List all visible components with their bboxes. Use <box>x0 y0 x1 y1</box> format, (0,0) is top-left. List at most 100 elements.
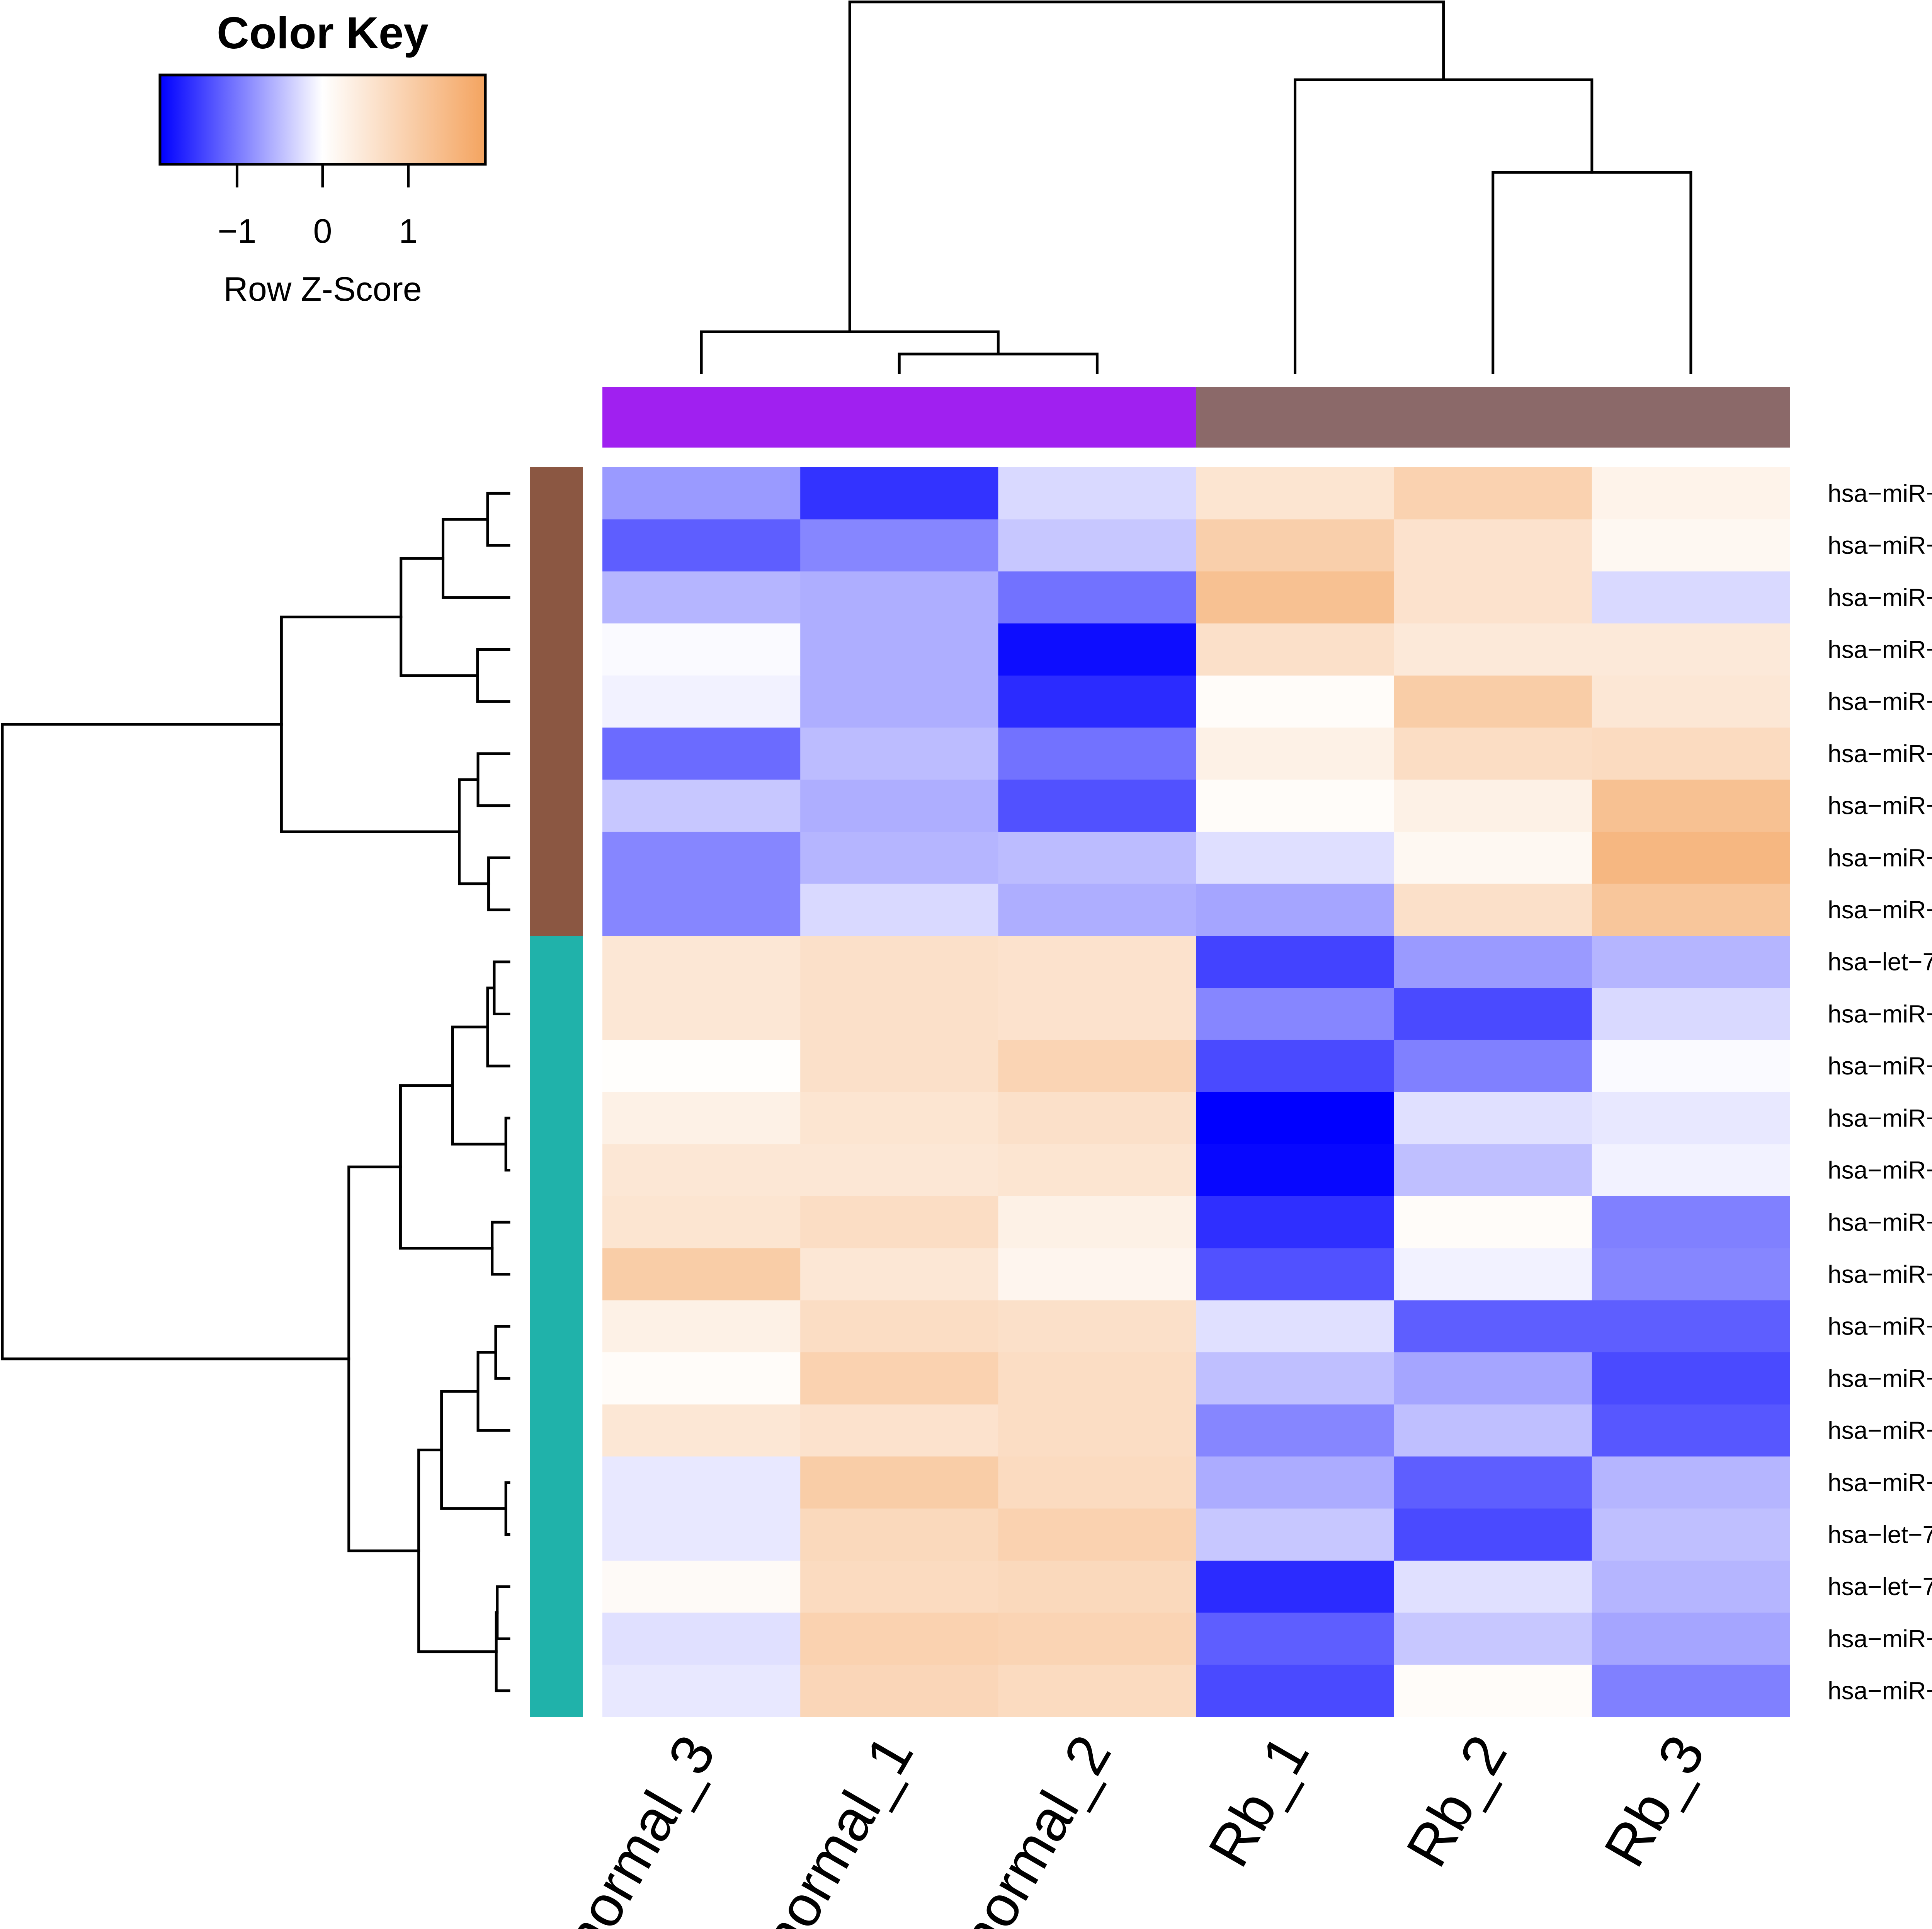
heatmap-cell <box>1196 1456 1395 1509</box>
heatmap-cell <box>602 571 801 624</box>
heatmap-cell <box>602 884 801 936</box>
heatmap-cell <box>800 1300 999 1353</box>
heatmap-cell <box>800 1352 999 1405</box>
row-label: hsa−miR−181a <box>1828 1417 1932 1444</box>
dendrogram-branch <box>347 1165 420 1553</box>
dendrogram-branch <box>486 492 510 547</box>
heatmap-cell <box>602 1300 801 1353</box>
heatmap-cell <box>1592 1040 1790 1093</box>
heatmap-cell <box>1592 1092 1790 1145</box>
heatmap-cell <box>1196 1092 1395 1145</box>
row-labels: hsa−miR−25 hsa−miR−373 hsa−miR−30a−3p hsa−m… <box>1828 479 1932 1704</box>
heatmap-cell <box>602 727 801 780</box>
dendrogram-branch <box>476 1351 510 1432</box>
heatmap-cell <box>800 1612 999 1665</box>
heatmap-cell <box>1592 1508 1790 1561</box>
dendrogram-branch <box>442 518 510 599</box>
heatmap-cell <box>1394 1665 1592 1717</box>
heatmap-cell <box>1196 1144 1395 1197</box>
heatmap-cell <box>998 1612 1197 1665</box>
column-labels: normal_3 normal_1 normal_2 Rb_1 Rb_2 Rb_3 <box>551 1725 1717 1929</box>
heatmap-cell <box>1592 988 1790 1040</box>
heatmap-cell <box>998 675 1197 728</box>
heatmap-cell <box>602 1560 801 1613</box>
heatmap-cell <box>1592 467 1790 520</box>
dendrogram-branch <box>440 1390 507 1510</box>
heatmap-cell <box>1196 1612 1395 1665</box>
row-label: hsa−miR−125a <box>1828 1156 1932 1184</box>
dendrogram-branch <box>417 1449 498 1653</box>
row-label: hsa−let−7a <box>1828 1521 1932 1549</box>
heatmap-cell <box>602 623 801 676</box>
heatmap-cell <box>602 1040 801 1093</box>
row-label: hsa−miR−452 <box>1828 688 1932 715</box>
heatmap-cell <box>800 1040 999 1093</box>
dendrogram-branch <box>496 1585 510 1640</box>
heatmap-cell <box>602 936 801 988</box>
dendrogram-branch <box>476 648 510 703</box>
heatmap-cell <box>1394 936 1592 988</box>
heatmap-cell <box>998 1404 1197 1457</box>
heatmap-cell <box>1196 988 1395 1040</box>
heatmap-cell <box>998 988 1197 1040</box>
row-label: hsa−miR−423 <box>1828 1364 1932 1392</box>
row-label: hsa−miR−99a <box>1828 1469 1932 1497</box>
heatmap-cell <box>800 988 999 1040</box>
heatmap-cell <box>602 1352 801 1405</box>
heatmap-cell <box>1196 831 1395 884</box>
heatmap-cell <box>1592 1144 1790 1197</box>
heatmap-cell <box>998 519 1197 572</box>
heatmap-cell <box>1394 1300 1592 1353</box>
dendrogram-branch <box>494 1325 510 1380</box>
column-label: normal_3 <box>551 1725 728 1929</box>
heatmap-cell <box>998 1144 1197 1197</box>
dendrogram-branch <box>399 1084 494 1250</box>
heatmap-cell <box>998 831 1197 884</box>
heatmap-cell <box>1196 623 1395 676</box>
heatmap-cell <box>1592 1196 1790 1249</box>
heatmap-cell <box>1592 1612 1790 1665</box>
heatmap-cell <box>1196 780 1395 832</box>
row-group-bar <box>530 936 583 1717</box>
dendrogram-branch <box>487 856 510 911</box>
heatmap-cell <box>602 1404 801 1457</box>
heatmap-cell <box>1196 571 1395 624</box>
heatmap-cell <box>1196 1196 1395 1249</box>
dendrogram-branch <box>1 723 350 1360</box>
heatmap-cell <box>1394 571 1592 624</box>
heatmap-cell <box>602 1196 801 1249</box>
heatmap-cell <box>998 884 1197 936</box>
dendrogram-branch <box>476 752 510 807</box>
row-label: hsa−miR−20a <box>1828 792 1932 820</box>
heatmap-cell <box>602 467 801 520</box>
dendrogram-branch <box>1492 171 1692 374</box>
heatmap-cell <box>1592 675 1790 728</box>
heatmap-cell <box>1592 780 1790 832</box>
row-label: hsa−miR−183 <box>1828 1625 1932 1653</box>
heatmap-cell <box>800 519 999 572</box>
color-key-axis-label: Row Z-Score <box>223 270 422 308</box>
heatmap-cell <box>998 1300 1197 1353</box>
column-label: Rb_3 <box>1592 1725 1717 1877</box>
heatmap-cell <box>998 467 1197 520</box>
heatmap-cell <box>1394 1404 1592 1457</box>
heatmap-cell <box>998 1508 1197 1561</box>
heatmap-cell <box>800 675 999 728</box>
row-label: hsa−miR−433 <box>1828 1677 1932 1705</box>
row-label: hsa−let−7b <box>1828 948 1932 976</box>
heatmap-cell <box>998 1665 1197 1717</box>
heatmap-cell <box>998 1196 1197 1249</box>
heatmap-cell <box>800 1092 999 1145</box>
dendrogram-branch <box>700 330 1000 374</box>
column-label: Rb_2 <box>1394 1725 1519 1877</box>
heatmap-cell <box>998 1040 1197 1093</box>
row-label: hsa−miR−145 <box>1828 1313 1932 1340</box>
heatmap-cell <box>998 571 1197 624</box>
heatmap-cell <box>1394 831 1592 884</box>
heatmap-cell <box>1196 675 1395 728</box>
heatmap-cell <box>602 831 801 884</box>
heatmap-cell <box>800 1665 999 1717</box>
heatmap-cell <box>1592 571 1790 624</box>
color-key-tick-label: 0 <box>313 212 332 250</box>
heatmap-cells <box>602 467 1790 1717</box>
